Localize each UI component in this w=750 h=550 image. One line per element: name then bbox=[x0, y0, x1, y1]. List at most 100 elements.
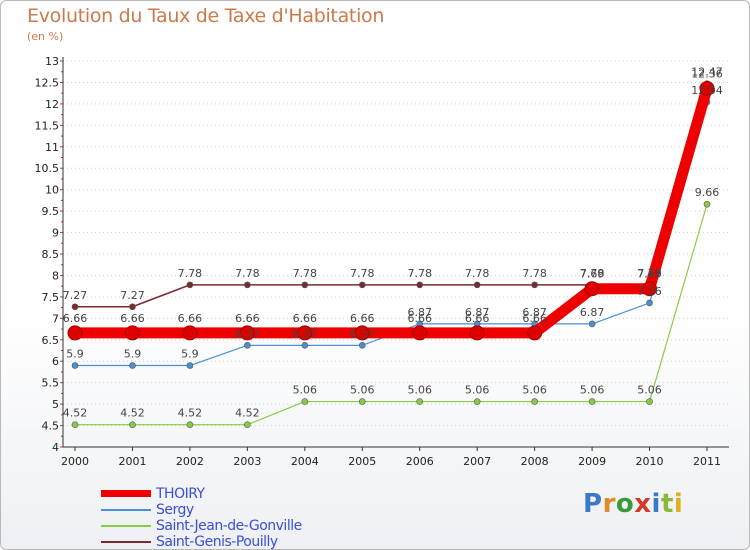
legend-label-sergy: Sergy bbox=[156, 502, 194, 518]
legend-swatch-thoiry bbox=[101, 490, 151, 497]
y-tick-label: 6.5 bbox=[42, 334, 60, 347]
data-label-thoiry: 6.66 bbox=[522, 312, 547, 325]
legend-swatch-saint-genis-pouilly bbox=[101, 541, 151, 543]
data-label-sergy: 6.87 bbox=[522, 306, 547, 319]
data-point-thoiry bbox=[297, 325, 313, 341]
data-label-saint-jean-de-gonville: 5.06 bbox=[522, 384, 547, 397]
data-label-sergy: 6.87 bbox=[465, 306, 490, 319]
y-tick-label: 13 bbox=[45, 55, 59, 68]
data-point-thoiry bbox=[239, 325, 255, 341]
data-label-sergy: 5.9 bbox=[124, 348, 142, 361]
data-point-saint-jean-de-gonville bbox=[358, 398, 366, 405]
data-point-saint-genis-pouilly bbox=[301, 281, 309, 289]
data-point-thoiry bbox=[124, 325, 140, 341]
y-tick-label: 10.5 bbox=[35, 162, 60, 175]
axes: 4 4.5 5 5.5 6 6.5 7 7.5 8 8.5 9 9.5 10 10.5 11 11.5 12 12… bbox=[35, 55, 729, 468]
data-point-saint-jean-de-gonville bbox=[244, 421, 251, 428]
data-point-thoiry bbox=[354, 325, 370, 341]
grid bbox=[63, 60, 729, 448]
x-tick-label: 2006 bbox=[406, 455, 434, 468]
data-label-thoiry: 7.69 bbox=[580, 268, 605, 281]
y-tick-label: 9 bbox=[52, 227, 59, 240]
data-point-thoiry bbox=[642, 281, 658, 297]
y-tick-label: 12 bbox=[45, 98, 59, 111]
x-tick-label: 2010 bbox=[636, 455, 664, 468]
data-point-sergy bbox=[301, 342, 309, 349]
x-tick-label: 2002 bbox=[176, 455, 204, 468]
data-label-saint-genis-pouilly: 7.78 bbox=[465, 267, 490, 280]
proxiti-logo: Proxiti bbox=[583, 489, 683, 519]
data-label-thoiry: 7.69 bbox=[637, 268, 662, 281]
legend-label-saint-genis-pouilly: Saint-Genis-Pouilly bbox=[156, 534, 278, 550]
data-label-sergy: 5.9 bbox=[181, 348, 199, 361]
series-line-sergy bbox=[75, 102, 708, 367]
data-label-saint-genis-pouilly: 7.78 bbox=[293, 267, 318, 280]
data-label-sergy: 5.9 bbox=[66, 348, 84, 361]
y-tick-label: 10 bbox=[45, 184, 59, 197]
data-label-saint-jean-de-gonville: 5.06 bbox=[293, 384, 318, 397]
data-label-saint-jean-de-gonville: 5.06 bbox=[407, 384, 432, 397]
x-tick-label: 2008 bbox=[521, 455, 549, 468]
data-point-saint-genis-pouilly bbox=[473, 281, 481, 289]
data-point-saint-genis-pouilly bbox=[186, 281, 194, 289]
y-tick-label: 11 bbox=[45, 141, 59, 154]
data-label-saint-jean-de-gonville: 4.52 bbox=[235, 407, 260, 420]
unit-label: (en %) bbox=[27, 30, 64, 43]
chart-title: Evolution du Taux de Taxe d'Habitation bbox=[27, 5, 385, 27]
data-label-saint-genis-pouilly: 7.78 bbox=[350, 267, 375, 280]
data-point-saint-genis-pouilly bbox=[71, 303, 79, 311]
y-tick-label: 12.5 bbox=[35, 76, 60, 89]
logo-letter: P bbox=[583, 489, 603, 519]
data-label-saint-genis-pouilly: 7.78 bbox=[580, 267, 605, 280]
data-point-saint-genis-pouilly bbox=[531, 281, 538, 289]
data-point-saint-jean-de-gonville bbox=[301, 398, 309, 405]
data-point-sergy bbox=[588, 320, 596, 328]
data-point-thoiry bbox=[527, 325, 543, 341]
logo-letter: o bbox=[615, 489, 635, 519]
logo-letter: i bbox=[673, 489, 684, 519]
x-tick-label: 2000 bbox=[61, 455, 89, 468]
data-label-saint-genis-pouilly: 7.78 bbox=[522, 267, 547, 280]
data-label-thoiry: 6.66 bbox=[407, 312, 432, 325]
data-point-saint-jean-de-gonville bbox=[588, 398, 596, 405]
logo-letter: i bbox=[651, 489, 661, 519]
data-label-saint-jean-de-gonville: 9.66 bbox=[695, 186, 720, 199]
series-line-saint-genis-pouilly bbox=[75, 83, 708, 308]
data-point-saint-jean-de-gonville bbox=[531, 398, 538, 405]
data-label-saint-genis-pouilly: 12.47 bbox=[691, 66, 723, 79]
legend-swatch-saint-jean-de-gonville bbox=[101, 525, 151, 527]
series-layer bbox=[67, 80, 715, 428]
y-tick-label: 7 bbox=[52, 312, 59, 325]
x-tick-label: 2004 bbox=[291, 455, 319, 468]
x-tick-label: 2011 bbox=[693, 455, 721, 468]
data-label-thoiry: 6.66 bbox=[63, 312, 88, 325]
y-tick-label: 7.5 bbox=[42, 291, 60, 304]
data-point-thoiry bbox=[412, 325, 428, 341]
data-label-saint-jean-de-gonville: 5.06 bbox=[350, 384, 375, 397]
data-label-thoiry: 6.66 bbox=[293, 312, 318, 325]
x-tick-label: 2003 bbox=[233, 455, 261, 468]
data-label-saint-genis-pouilly: 7.78 bbox=[407, 267, 432, 280]
data-label-thoiry: 6.66 bbox=[465, 312, 490, 325]
y-tick-label: 6 bbox=[52, 355, 59, 368]
y-tick-label: 5.5 bbox=[42, 377, 60, 390]
data-label-sergy: 12.04 bbox=[691, 84, 723, 97]
data-label-sergy: 6.37 bbox=[293, 327, 318, 340]
x-tick-label: 2001 bbox=[118, 455, 146, 468]
y-tick-label: 4.5 bbox=[42, 420, 60, 433]
y-tick-label: 5 bbox=[52, 398, 59, 411]
data-point-saint-genis-pouilly bbox=[244, 281, 251, 289]
data-point-saint-jean-de-gonville bbox=[129, 421, 136, 428]
series-line-thoiry bbox=[75, 86, 713, 339]
data-label-thoiry: 12.36 bbox=[691, 67, 723, 80]
series-line-saint-jean-de-gonville bbox=[75, 204, 708, 426]
data-label-sergy: 6.37 bbox=[235, 327, 260, 340]
data-point-saint-jean-de-gonville bbox=[703, 200, 711, 208]
data-label-saint-genis-pouilly: 7.27 bbox=[120, 289, 145, 302]
data-label-saint-jean-de-gonville: 4.52 bbox=[120, 407, 145, 420]
data-label-sergy: 6.37 bbox=[350, 327, 375, 340]
data-label-sergy: 6.87 bbox=[407, 306, 432, 319]
data-label-saint-genis-pouilly: 7.78 bbox=[178, 267, 203, 280]
